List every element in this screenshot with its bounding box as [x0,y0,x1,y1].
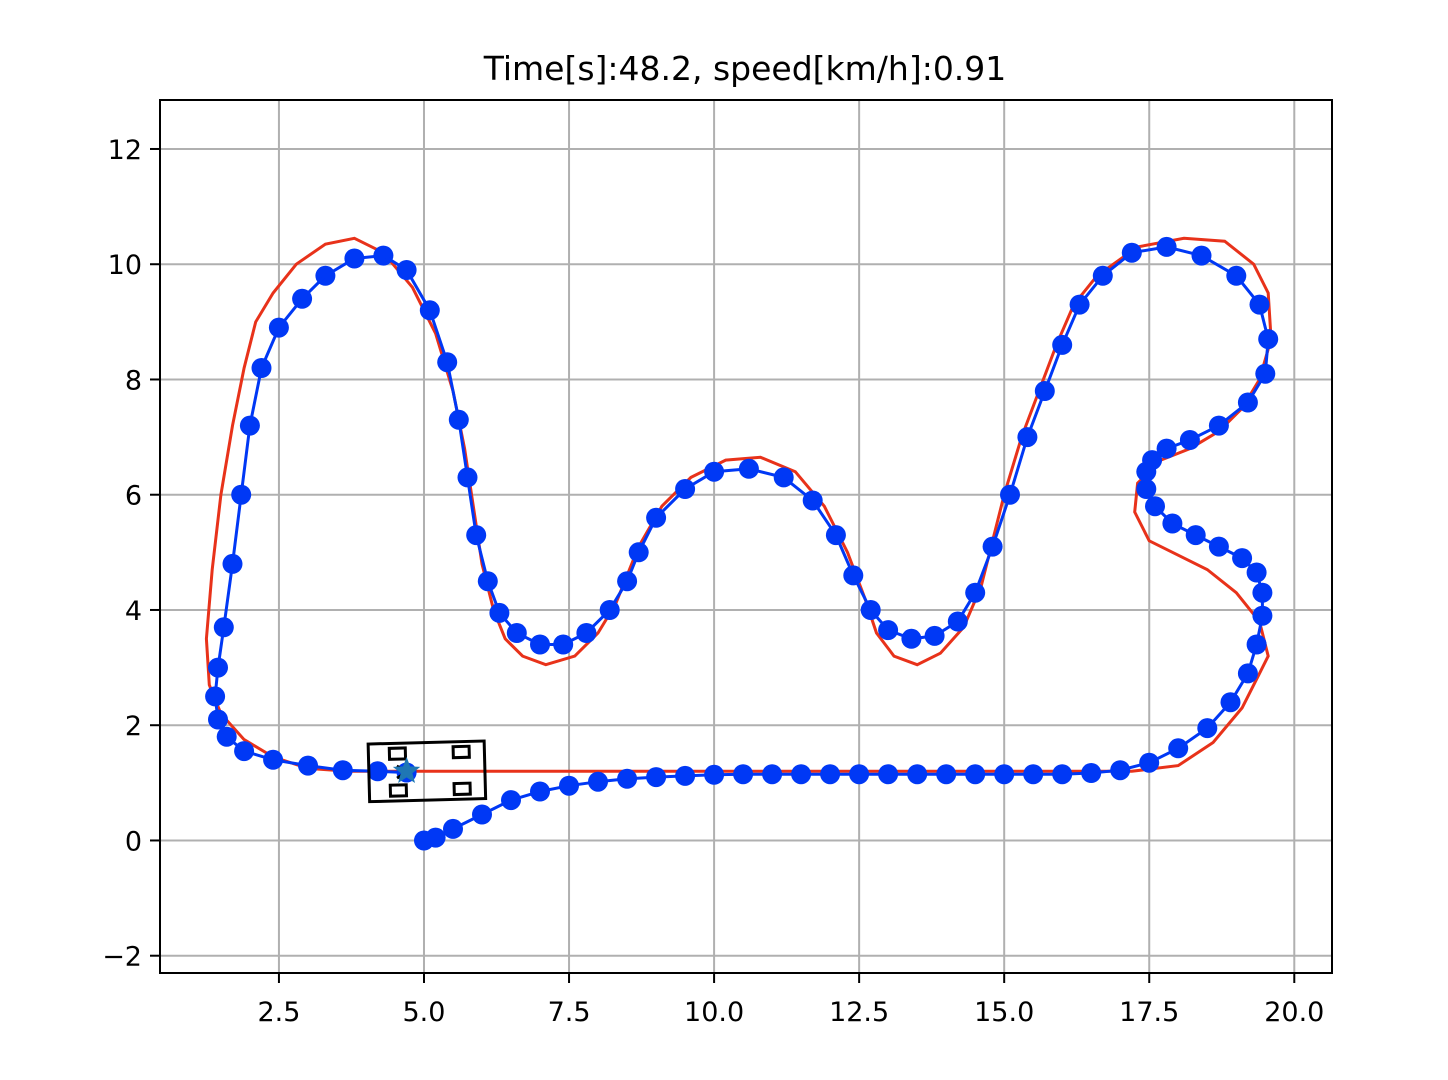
reference-path-line [204,236,1273,773]
x-tick-label: 2.5 [257,997,300,1028]
x-tick-label: 7.5 [548,997,591,1028]
x-tick-label: 5.0 [403,997,446,1028]
goal-marker [392,756,421,783]
vehicle-frame [366,739,488,804]
vehicle-wheel [387,746,408,761]
grid-lines [160,100,1332,973]
y-tick-label: 4 [125,596,142,627]
y-tick-label: 2 [125,711,142,742]
y-tick-label: 8 [125,365,142,396]
trajectory-points [205,236,1279,851]
goal-star [392,756,421,783]
y-tick-label: 10 [108,250,142,281]
vehicle-wheel [451,744,471,760]
x-tick-label: 17.5 [1119,997,1179,1028]
chart-title: Time[s]:48.2, speed[km/h]:0.91 [483,49,1007,88]
plot-frame [159,99,1333,974]
y-tick-label: 6 [125,481,142,512]
plot-area [204,236,1279,851]
y-axis-ticks: −2 0 2 4 6 8 10 12 [102,135,160,973]
vehicle-wheel [388,783,409,798]
x-tick-label: 15.0 [974,997,1034,1028]
x-tick-label: 12.5 [829,997,889,1028]
y-tick-label: 0 [125,826,142,857]
y-tick-label: −2 [102,942,142,973]
y-tick-label: 12 [108,135,142,166]
x-axis-ticks: 2.5 5.0 7.5 10.0 12.5 15.0 17.5 20.0 [257,973,1324,1028]
x-tick-label: 10.0 [684,997,744,1028]
trajectory-line [213,245,1270,842]
x-tick-label: 20.0 [1264,997,1324,1028]
vehicle-wheel [452,781,472,797]
